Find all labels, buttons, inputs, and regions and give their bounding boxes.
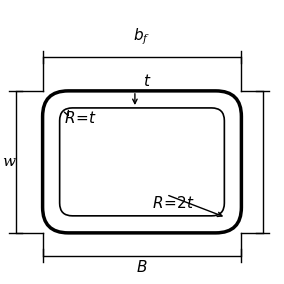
Text: $B$: $B$ [136,259,148,275]
Text: w: w [3,155,16,169]
Text: $t$: $t$ [143,73,152,89]
Text: $R\!=\!t$: $R\!=\!t$ [64,110,97,126]
FancyBboxPatch shape [60,108,224,216]
FancyBboxPatch shape [43,91,241,233]
Text: $R\!=\!2t$: $R\!=\!2t$ [152,195,195,211]
Text: $b\mathregular{_f}$: $b\mathregular{_f}$ [133,27,151,47]
